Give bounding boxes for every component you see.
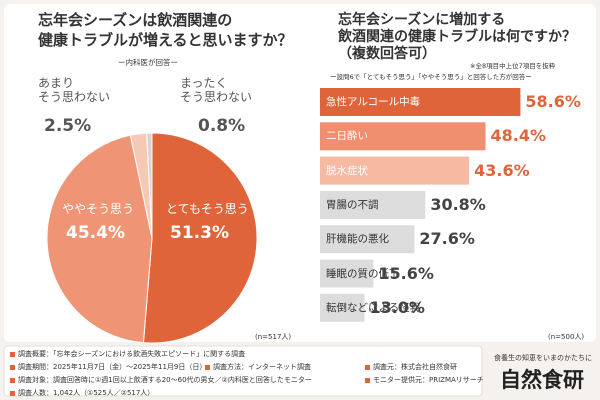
brand: 自然食研 — [500, 368, 584, 392]
bullet — [365, 365, 370, 370]
slice-label: ややそう思う — [62, 202, 135, 216]
bar-label: 胃腸の不調 — [326, 198, 379, 211]
bar-value: 27.6% — [419, 229, 475, 249]
sample-note: (n=500人) — [548, 333, 585, 341]
footer-item: 調査方法：インターネット調査 — [213, 363, 311, 371]
bar — [320, 259, 374, 288]
chart-title: 忘年会シーズンに増加する — [338, 12, 506, 28]
pie-slice — [46, 134, 153, 344]
slice-label: まったく そう思わない — [180, 76, 253, 104]
bar — [320, 293, 365, 322]
bullet — [205, 365, 210, 370]
chart-title: 忘年会シーズンは飲酒関連の — [38, 11, 233, 29]
slice-value: 45.4% — [66, 223, 125, 243]
bar-label: 二日酔い — [326, 130, 368, 143]
bar-value: 58.6% — [525, 92, 581, 111]
sample-note: (n=517人) — [255, 333, 292, 341]
bullet — [10, 352, 15, 357]
chart-subtitle: ー内科医が回答ー — [118, 58, 178, 67]
bar — [320, 190, 426, 219]
bar-value: 43.6% — [474, 160, 530, 180]
slice-label: とてもそう思う — [166, 202, 249, 216]
slice-value: 2.5% — [44, 116, 92, 136]
bar — [320, 122, 486, 151]
slice-value: 0.8% — [198, 116, 246, 136]
bullet — [365, 378, 370, 383]
bar-label: 脱水症状 — [326, 164, 368, 177]
footer-item: 調査期間：2025年11月7日（金）～2025年11月9日（日） — [18, 363, 207, 371]
chart-title: 健康トラブルが増えると思いますか？ — [38, 31, 293, 49]
bar-label: 肝機能の悪化 — [326, 233, 389, 246]
pie-slice — [142, 132, 258, 344]
chart-subtitle: ー設問6で「とてもそう思う」「ややそう思う」と回答した方が回答ー — [330, 73, 532, 81]
footer-box — [3, 345, 483, 397]
bar-label: 睡眠の質の低下 — [326, 267, 400, 280]
footer-item: モニター提供元：PRIZMAリサーチ — [373, 376, 484, 384]
footer-item: 調査元：株式会社自然食研 — [373, 363, 457, 371]
slice-value: 51.3% — [170, 223, 229, 243]
bar-label: 転倒などによる怪我 — [326, 301, 421, 314]
chart-title: （複数回答可） — [338, 46, 436, 62]
bullet — [10, 378, 15, 383]
pie-slice — [146, 132, 153, 239]
bar-label: 急性アルコール中毒 — [326, 96, 421, 108]
bullet — [10, 391, 15, 396]
bar-value: 30.8% — [430, 194, 486, 214]
bar-value: 48.4% — [490, 126, 547, 146]
footer-item: 調査概要：「忘年会シーズンにおける飲酒失敗エピソード」に関する調査 — [18, 350, 246, 358]
bar-value: 13.0% — [369, 297, 425, 317]
chart-note: ※全8項目中上位7項目を抜粋 — [470, 62, 556, 70]
footer-item: 調査人数：1,042人（①525人／②517人） — [18, 389, 155, 397]
chart-title: 飲酒関連の健康トラブルは何ですか？ — [338, 29, 576, 45]
bullet — [10, 365, 15, 370]
bar — [320, 225, 415, 254]
bar — [320, 156, 470, 185]
footer-item: 調査対象：調査回答時に①週1回以上飲酒する20～60代の男女／②内科医と回答した… — [18, 376, 312, 384]
slice-label: あまり そう思わない — [38, 76, 111, 104]
brand-tagline: 食養生の知恵をいまのかたちに — [494, 354, 592, 362]
bar — [320, 88, 521, 116]
bar-value: 15.6% — [378, 263, 434, 283]
